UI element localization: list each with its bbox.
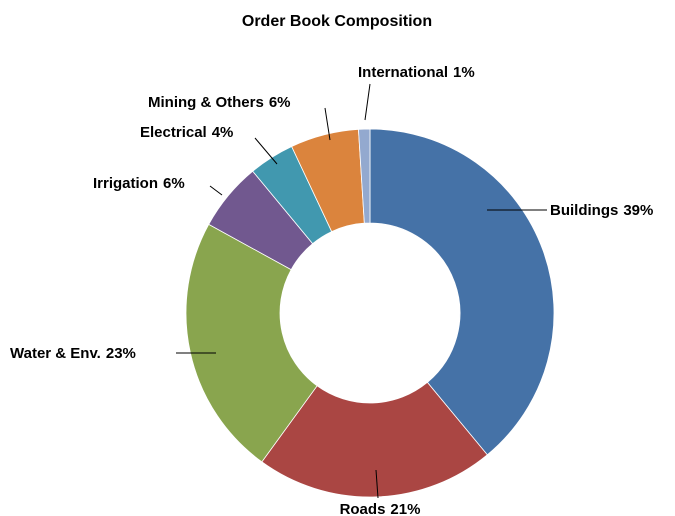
leader-line <box>364 83 371 121</box>
label-name: Roads <box>340 501 386 516</box>
leader-line <box>209 185 223 196</box>
label-name: International <box>358 64 448 81</box>
data-label: Roads 21% <box>340 501 421 516</box>
donut-slice <box>261 381 488 498</box>
donut-slice <box>358 128 371 224</box>
chart-title: Order Book Composition <box>242 13 432 30</box>
label-name: Buildings <box>550 202 618 219</box>
label-value: 21% <box>390 501 420 516</box>
data-label: Water & Env. 23% <box>10 345 136 362</box>
data-label: International 1% <box>358 64 475 81</box>
label-value: 4% <box>212 124 234 141</box>
label-value: 6% <box>163 175 185 192</box>
data-label: Mining & Others 6% <box>148 94 291 111</box>
label-value: 39% <box>623 202 653 219</box>
label-name: Irrigation <box>93 175 158 192</box>
label-value: 23% <box>106 345 136 362</box>
data-label: Irrigation 6% <box>93 175 185 192</box>
label-value: 1% <box>453 64 475 81</box>
label-value: 6% <box>269 94 291 111</box>
donut-slice <box>185 223 318 463</box>
data-label: Electrical 4% <box>140 124 233 141</box>
label-name: Water & Env. <box>10 345 101 362</box>
label-name: Electrical <box>140 124 207 141</box>
label-name: Mining & Others <box>148 94 264 111</box>
data-label: Buildings 39% <box>550 202 653 219</box>
leader-line <box>375 469 379 499</box>
leader-line <box>254 137 278 165</box>
leader-line <box>324 107 331 141</box>
